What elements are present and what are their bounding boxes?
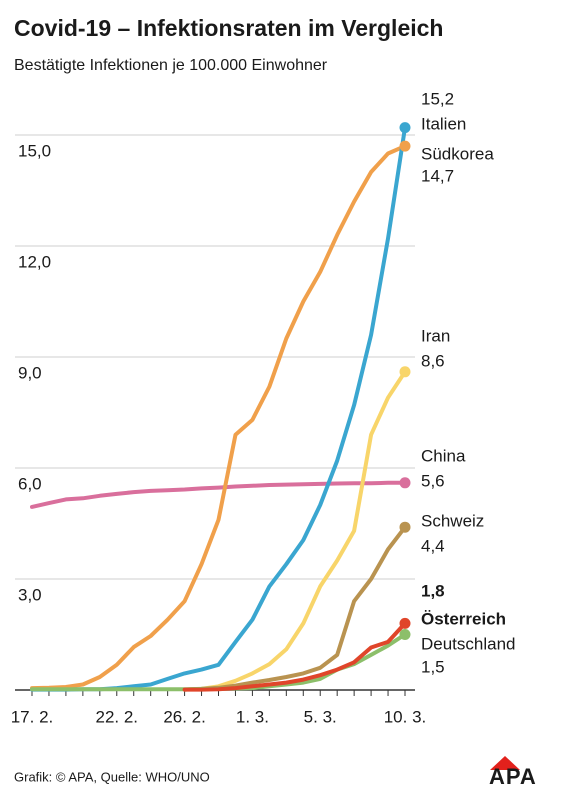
value-label: 1,8	[421, 581, 445, 600]
value-label: 4,4	[421, 536, 445, 555]
series-line	[182, 369, 407, 692]
y-tick-label: 9,0	[18, 363, 42, 382]
value-label: 5,6	[421, 471, 445, 490]
x-tick-label: 10. 3.	[384, 707, 427, 726]
y-tick-label: 3,0	[18, 585, 42, 604]
legend-label: Schweiz	[421, 511, 484, 530]
end-point	[399, 629, 411, 640]
end-point	[399, 617, 411, 629]
legend-label: Südkorea	[421, 144, 494, 163]
legend-label: China	[421, 446, 466, 465]
x-tick-label: 1. 3.	[236, 707, 269, 726]
value-label: 8,6	[421, 351, 445, 370]
value-label: 14,7	[421, 166, 454, 185]
end-point	[399, 477, 411, 489]
chart-title: Covid-19 – Infektionsraten im Vergleich	[14, 15, 443, 41]
end-point	[399, 366, 411, 378]
legend-label: Deutschland	[421, 634, 516, 653]
end-point	[399, 521, 411, 533]
x-tick-label: 22. 2.	[95, 707, 138, 726]
legend-label: Iran	[421, 326, 450, 345]
series-line	[30, 144, 407, 691]
x-tick-label: 26. 2.	[163, 707, 206, 726]
y-tick-label: 12,0	[18, 252, 51, 271]
x-tick-label: 17. 2.	[11, 707, 54, 726]
series-line	[30, 480, 407, 509]
value-label: 15,2	[421, 89, 454, 108]
legend-label: Österreich	[421, 609, 506, 628]
logo-mark	[490, 756, 520, 770]
value-label: 1,5	[421, 657, 445, 676]
end-point	[399, 122, 411, 134]
legend-label: Italien	[421, 114, 466, 133]
end-point	[399, 140, 411, 152]
y-tick-label: 6,0	[18, 474, 42, 493]
logo: APA	[489, 764, 537, 789]
series-line	[182, 621, 407, 692]
source: Grafik: © APA, Quelle: WHO/UNO	[14, 769, 210, 784]
chart-subtitle: Bestätigte Infektionen je 100.000 Einwoh…	[14, 57, 328, 74]
y-tick-label: 15,0	[18, 141, 51, 160]
x-tick-label: 5. 3.	[304, 707, 337, 726]
